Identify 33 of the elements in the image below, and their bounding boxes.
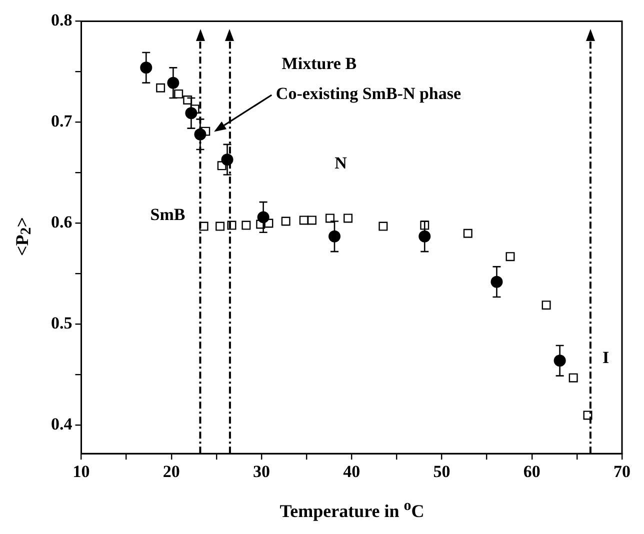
x-tick-label: 10 xyxy=(72,462,90,482)
x-tick-label: 20 xyxy=(162,462,180,482)
y-tick-label: 0.8 xyxy=(51,10,72,30)
y-tick-label: 0.5 xyxy=(51,314,72,333)
point xyxy=(156,83,166,92)
y-tick-label: 0.4 xyxy=(51,414,73,434)
point xyxy=(378,222,388,231)
annotation: SmB xyxy=(150,205,186,224)
x-axis-title: Temperature in $^{o}$C xyxy=(278,498,426,522)
x-tick-label: 30 xyxy=(253,462,270,482)
annotation: Mixture B xyxy=(282,54,357,73)
x-tick-label: 60 xyxy=(523,462,540,482)
point xyxy=(463,228,472,238)
point xyxy=(326,214,334,223)
point xyxy=(568,373,578,382)
point xyxy=(506,252,515,262)
point xyxy=(328,230,340,242)
annotation: I xyxy=(602,348,610,367)
point xyxy=(174,89,184,98)
point xyxy=(216,222,225,231)
point xyxy=(344,214,353,223)
x-tick-label: 40 xyxy=(343,462,360,482)
point xyxy=(242,220,251,230)
x-tick-label: 50 xyxy=(433,462,450,482)
y-tick-label: 0.7 xyxy=(51,112,73,131)
point xyxy=(542,300,551,310)
x-tick-label: 70 xyxy=(614,462,630,482)
y-tick-label: 0.6 xyxy=(51,212,72,232)
point xyxy=(299,216,308,225)
point xyxy=(281,216,290,226)
annotation: Co-existing SmB-N phase xyxy=(276,84,462,104)
point xyxy=(307,216,316,225)
annotation: N xyxy=(334,153,348,172)
